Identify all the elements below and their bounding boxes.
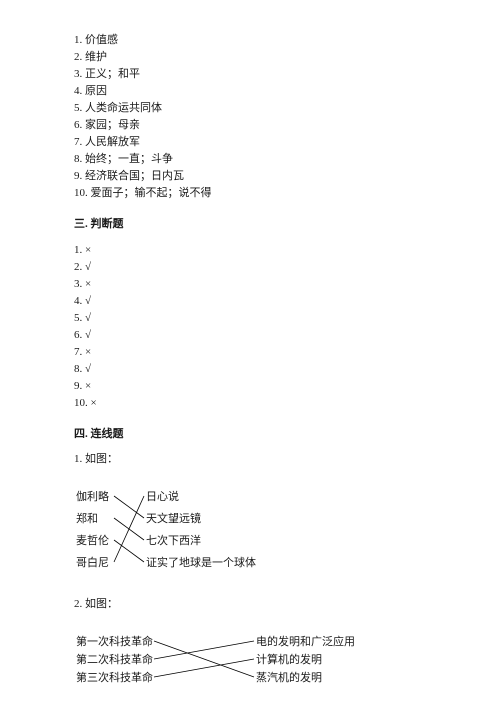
judge-item: 6. √: [74, 327, 440, 344]
fill-blank-answers: 1. 价值感2. 维护3. 正义；和平4. 原因5. 人类命运共同体6. 家园；…: [74, 32, 440, 202]
section-judge-heading: 三. 判断题: [74, 216, 440, 233]
match-left-item: 郑和: [76, 511, 98, 528]
judge-item: 1. ×: [74, 242, 440, 259]
match-right-item: 计算机的发明: [256, 652, 322, 669]
match-right-item: 天文望远镜: [146, 511, 201, 528]
fill-blank-item: 5. 人类命运共同体: [74, 100, 440, 117]
match-right-item: 电的发明和广泛应用: [256, 634, 355, 651]
fill-blank-item: 10. 爱面子；输不起；说不得: [74, 185, 440, 202]
match-left-item: 第一次科技革命: [76, 634, 153, 651]
judge-item: 3. ×: [74, 276, 440, 293]
match-diagram-2: 第一次科技革命第二次科技革命第三次科技革命 电的发明和广泛应用计算机的发明蒸汽机的…: [76, 631, 396, 689]
judge-item: 9. ×: [74, 378, 440, 395]
judge-answers: 1. ×2. √3. ×4. √5. √6. √7. ×8. √9. ×10. …: [74, 242, 440, 412]
fill-blank-item: 9. 经济联合国；日内瓦: [74, 168, 440, 185]
fill-blank-item: 8. 始终；一直；斗争: [74, 151, 440, 168]
match-right-item: 七次下西洋: [146, 533, 201, 550]
judge-item: 10. ×: [74, 395, 440, 412]
section-match-heading: 四. 连线题: [74, 426, 440, 443]
fill-blank-item: 4. 原因: [74, 83, 440, 100]
match-right-item: 蒸汽机的发明: [256, 670, 322, 687]
match-left-item: 哥白尼: [76, 555, 109, 572]
match-q1-label: 1. 如图：: [74, 451, 440, 468]
match-left-item: 第三次科技革命: [76, 670, 153, 687]
match-left-item: 第二次科技革命: [76, 652, 153, 669]
match-left-item: 麦哲伦: [76, 533, 109, 550]
fill-blank-item: 7. 人民解放军: [74, 134, 440, 151]
judge-item: 5. √: [74, 310, 440, 327]
fill-blank-item: 1. 价值感: [74, 32, 440, 49]
page-content: 1. 价值感2. 维护3. 正义；和平4. 原因5. 人类命运共同体6. 家园；…: [0, 0, 500, 727]
match-left-item: 伽利略: [76, 489, 109, 506]
fill-blank-item: 2. 维护: [74, 49, 440, 66]
match-right-item: 日心说: [146, 489, 179, 506]
judge-item: 2. √: [74, 259, 440, 276]
match-q2-label: 2. 如图：: [74, 596, 440, 613]
match-right-item: 证实了地球是一个球体: [146, 555, 256, 572]
fill-blank-item: 6. 家园；母亲: [74, 117, 440, 134]
judge-item: 4. √: [74, 293, 440, 310]
judge-item: 8. √: [74, 361, 440, 378]
judge-item: 7. ×: [74, 344, 440, 361]
match-diagram-1: 伽利略郑和麦哲伦哥白尼 日心说天文望远镜七次下西洋证实了地球是一个球体: [76, 486, 336, 578]
fill-blank-item: 3. 正义；和平: [74, 66, 440, 83]
